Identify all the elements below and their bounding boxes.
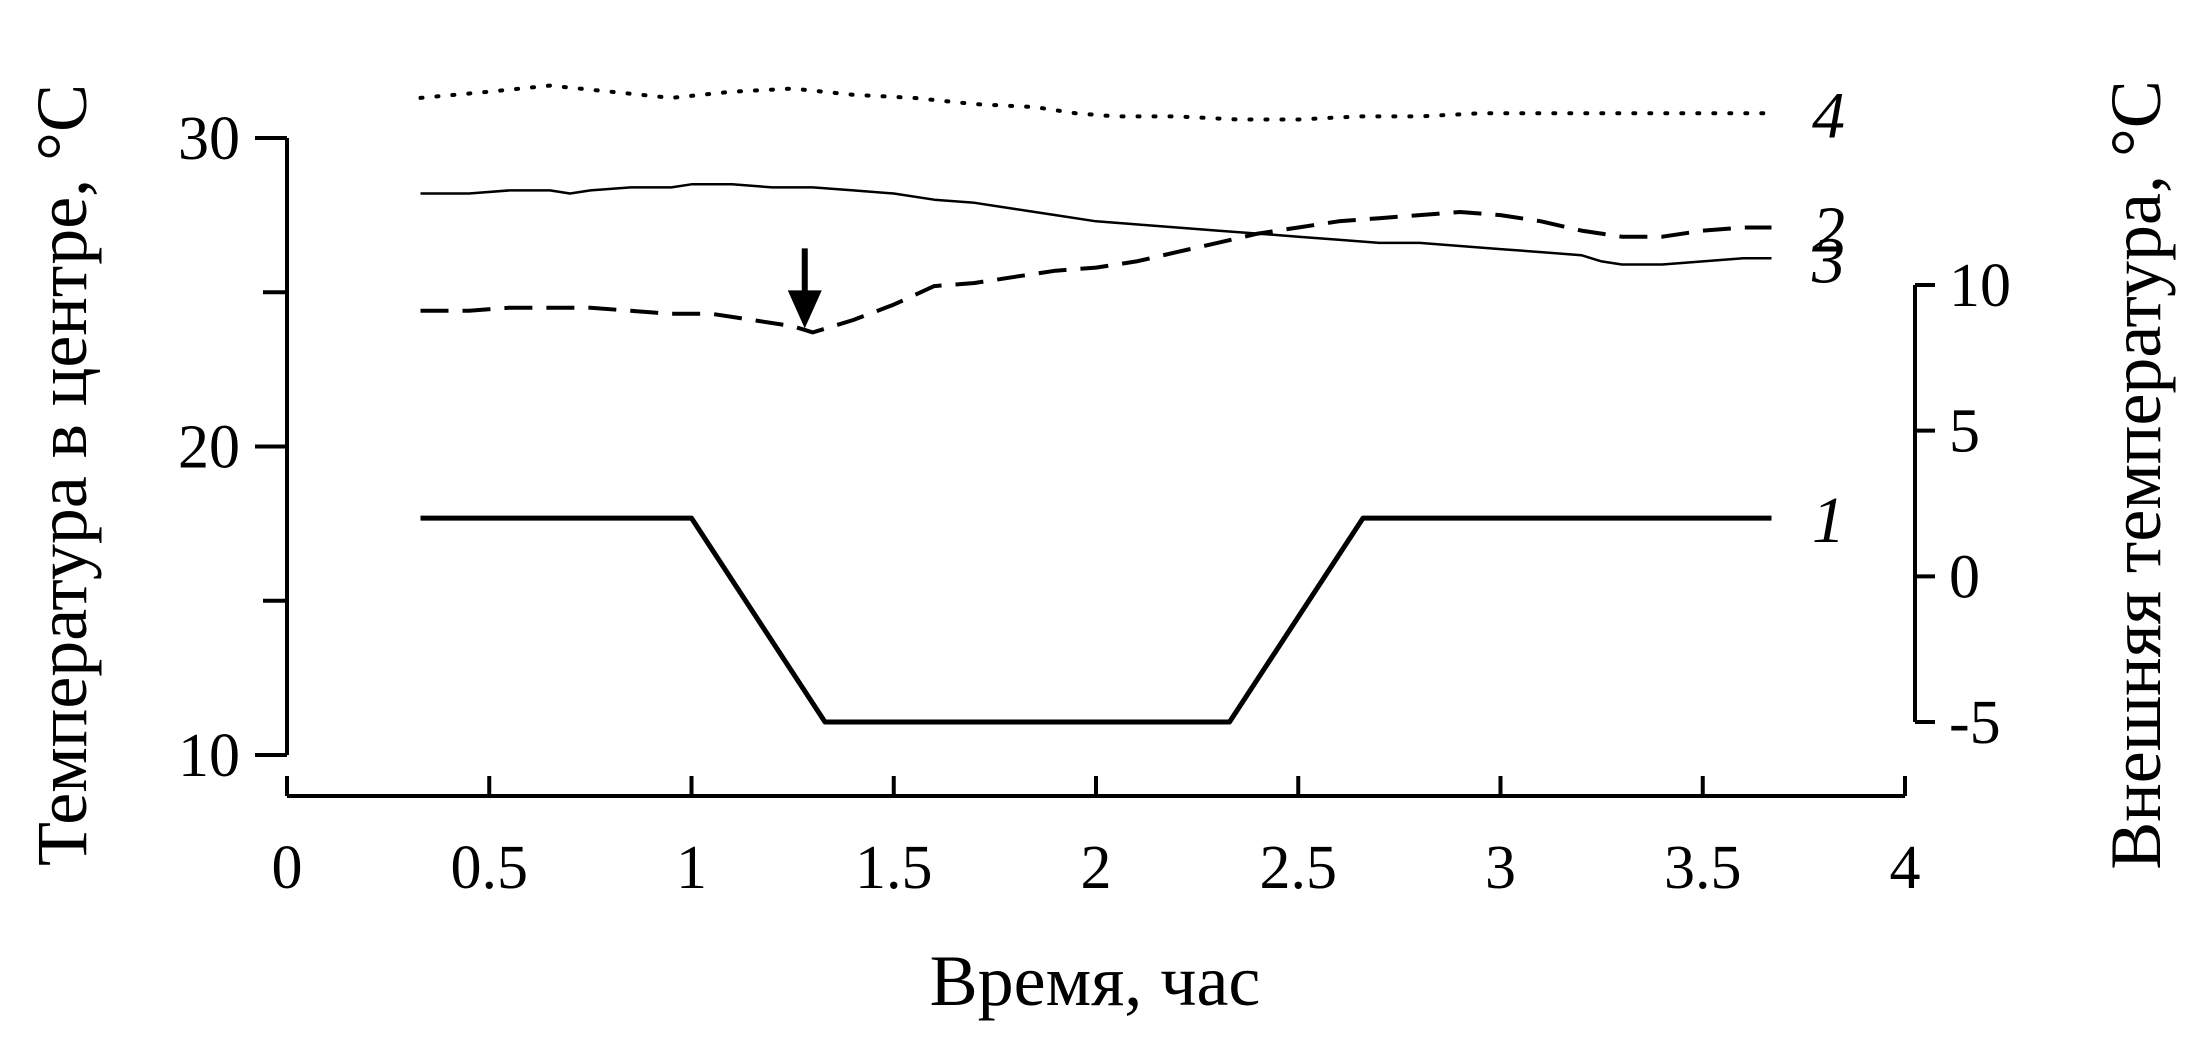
series-line-3 xyxy=(420,183,1772,266)
x-tick-label: 1 xyxy=(676,834,707,902)
x-tick-label: 3.5 xyxy=(1664,834,1742,902)
y2-tick-label: 10 xyxy=(1949,252,2011,320)
x-tick-label: 4 xyxy=(1890,834,1921,902)
series-lines xyxy=(418,83,1774,725)
x-tick-label: 0.5 xyxy=(451,834,529,902)
y-axis-title: Температура в центре, °С xyxy=(22,84,102,866)
series-line-2 xyxy=(420,210,1772,335)
arrow-down-icon xyxy=(787,290,822,329)
x-tick-label: 3 xyxy=(1485,834,1516,902)
y-tick-label: 30 xyxy=(178,105,240,173)
x-tick-label: 2.5 xyxy=(1260,834,1338,902)
series-label-1: 1 xyxy=(1812,484,1845,557)
y2-tick-label: 5 xyxy=(1949,398,1980,466)
series-labels: 1 23 4 xyxy=(1811,79,1845,557)
y-tick-label: 20 xyxy=(178,414,240,482)
y2-axis-title: Внешняя температура, °С xyxy=(2096,80,2176,870)
x-tick-label: 0 xyxy=(272,834,303,902)
series-label-3: 3 xyxy=(1811,224,1845,297)
x-tick-label: 1.5 xyxy=(855,834,933,902)
y2-tick-label: 0 xyxy=(1949,543,1980,611)
series-line-4 xyxy=(418,83,1774,122)
y-ticks: 10 20 30 xyxy=(178,105,287,790)
x-ticks: 0 0.5 1 1.5 2 2.5 3 3.5 4 xyxy=(272,776,1921,902)
series-label-2: 2 xyxy=(1812,193,1845,266)
x-tick-label: 2 xyxy=(1081,834,1112,902)
series-label-4: 4 xyxy=(1812,79,1845,152)
x-axis-title: Время, час xyxy=(930,941,1261,1021)
annotations xyxy=(787,248,822,329)
y-tick-label: 10 xyxy=(178,722,240,790)
y2-ticks: -5 0 5 10 xyxy=(1915,252,2011,757)
y2-tick-label: -5 xyxy=(1949,689,2001,757)
series-line-1 xyxy=(420,515,1772,725)
